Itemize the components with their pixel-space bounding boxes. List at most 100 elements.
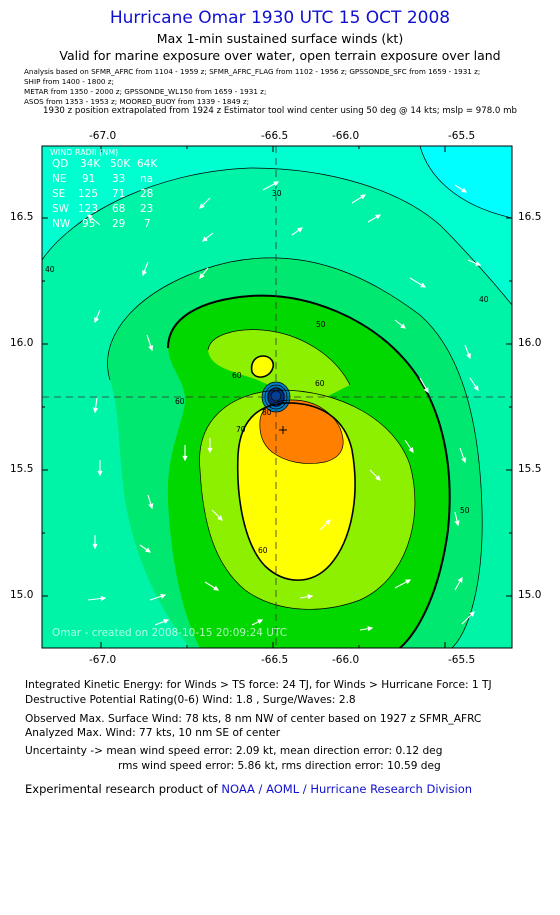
wind-radii-cell: 29 bbox=[112, 218, 125, 230]
y-tick-label-left: 16.5 bbox=[10, 211, 34, 223]
wind-radii-cell: 33 bbox=[112, 173, 125, 185]
wind-radii-cell: 125 bbox=[78, 188, 98, 200]
analysis-sources-line: METAR from 1350 - 2000 z; GPSSONDE_WL150… bbox=[24, 87, 267, 96]
wind-vector-arrowhead bbox=[213, 585, 220, 591]
analysis-sources-line: SHIP from 1400 - 1800 z; bbox=[24, 77, 114, 86]
contour-value-labels: 30 40 40 50 60 60 60 70 50 60 80 bbox=[45, 189, 489, 555]
contour-label: 70 bbox=[236, 425, 246, 434]
wind-vector-arrowhead bbox=[217, 515, 223, 521]
wind-radii-cell: 95 bbox=[82, 218, 95, 230]
wind-band-north-eyewall bbox=[251, 356, 274, 378]
position-note: 1930 z position extrapolated from 1924 z… bbox=[43, 106, 517, 116]
y-tick-label-left: 16.0 bbox=[10, 337, 34, 349]
max-wind-marker bbox=[279, 426, 287, 434]
map-subtitle: Max 1-min sustained surface winds (kt) bbox=[156, 31, 404, 46]
y-tick-label-right: 16.5 bbox=[518, 211, 542, 223]
wind-vector-arrowhead bbox=[375, 214, 382, 220]
wind-radii-cell: na bbox=[140, 173, 153, 185]
page-title: Hurricane Omar 1930 UTC 15 OCT 2008 bbox=[109, 8, 451, 28]
wind-vector-arrowhead bbox=[475, 260, 482, 266]
wind-band-60kt-inner bbox=[208, 329, 350, 400]
wind-radii-title: WIND RADII (NM) bbox=[50, 148, 118, 157]
ike-summary: Integrated Kinetic Energy: for Winds > T… bbox=[25, 679, 492, 691]
wind-vector-arrowhead bbox=[420, 282, 427, 288]
x-tick-label-top: -66.0 bbox=[332, 130, 360, 142]
contour-lines bbox=[42, 146, 512, 648]
axis-ticks bbox=[42, 146, 512, 648]
wind-vector-arrowhead bbox=[145, 547, 152, 553]
plot-frame bbox=[41, 145, 513, 649]
uncertainty-line-1: Uncertainty -> mean wind speed error: 2.… bbox=[25, 745, 443, 757]
contour-label: 40 bbox=[479, 295, 489, 304]
destructive-potential-rating: Destructive Potential Rating(0-6) Wind: … bbox=[25, 694, 356, 706]
wind-vector-arrowhead bbox=[92, 543, 98, 550]
creation-watermark: Omar - created on 2008-10-15 20:09:24 UT… bbox=[52, 627, 287, 639]
x-tick-label-bottom: -67.0 bbox=[89, 654, 117, 666]
wind-vector-arrowhead bbox=[297, 227, 304, 233]
wind-vector-arrowhead bbox=[163, 619, 170, 624]
wind-vector-arrowhead bbox=[87, 214, 93, 220]
wind-vectors bbox=[87, 181, 482, 632]
contour-label: 80 bbox=[262, 408, 272, 417]
x-tick-label-top: -66.5 bbox=[261, 130, 289, 142]
x-tick-label-bottom: -66.5 bbox=[261, 654, 289, 666]
wind-radii-table: WIND RADII (NM) QD 34K 50K 64K NE 91 33 … bbox=[50, 148, 158, 230]
wind-vector-arrowhead bbox=[199, 203, 205, 209]
wind-vector-arrowhead bbox=[360, 194, 367, 200]
wind-vector-arrowhead bbox=[469, 611, 475, 617]
wind-radii-header-qd: QD bbox=[52, 158, 68, 170]
wind-vector-arrowhead bbox=[97, 470, 103, 477]
wind-vector-arrowhead bbox=[92, 407, 99, 414]
wind-vector-arrowhead bbox=[405, 579, 412, 585]
product-credit-prefix: Experimental research product of bbox=[25, 782, 222, 796]
wind-vector-arrowhead bbox=[273, 181, 280, 187]
wind-radii-cell: 71 bbox=[112, 188, 125, 200]
y-tick-label-right: 15.5 bbox=[518, 463, 542, 475]
wind-radii-header-64k: 64K bbox=[137, 158, 158, 170]
validity-note: Valid for marine exposure over water, op… bbox=[59, 48, 501, 63]
wind-vector-arrowhead bbox=[199, 273, 205, 279]
wind-radii-header-50k: 50K bbox=[110, 158, 131, 170]
analyzed-max-wind: Analyzed Max. Wind: 77 kts, 10 nm SE of … bbox=[25, 727, 281, 739]
contour-label: 30 bbox=[272, 189, 282, 198]
contour-label: 60 bbox=[315, 379, 325, 388]
wind-vector-arrowhead bbox=[466, 353, 471, 360]
contour-label: 60 bbox=[175, 397, 185, 406]
product-credit: Experimental research product of NOAA / … bbox=[25, 782, 472, 796]
wind-vector-arrowhead bbox=[473, 385, 479, 392]
wind-vector-arrowhead bbox=[367, 626, 374, 632]
hrd-link[interactable]: NOAA / AOML / Hurricane Research Divisio… bbox=[221, 782, 473, 796]
wind-vector-arrowhead bbox=[461, 187, 468, 193]
wind-radii-cell: 7 bbox=[144, 218, 151, 230]
wind-vector-arrowhead bbox=[207, 447, 213, 454]
wind-radii-row-label: SW bbox=[52, 203, 70, 215]
wind-vector-arrowhead bbox=[454, 520, 460, 527]
wind-radii-row-label: NE bbox=[52, 173, 67, 185]
uncertainty-line-2: rms wind speed error: 5.86 kt, rms direc… bbox=[118, 760, 441, 772]
wind-vector-arrowhead bbox=[148, 345, 154, 352]
wind-radii-row-label: SE bbox=[52, 188, 65, 200]
wind-vector-arrowhead bbox=[423, 387, 429, 394]
x-tick-label-bottom: -66.0 bbox=[332, 654, 360, 666]
wind-radii-cell: 23 bbox=[140, 203, 153, 215]
wind-radii-cell: 28 bbox=[140, 188, 153, 200]
contour-label: 60 bbox=[258, 546, 268, 555]
contour-label: 40 bbox=[45, 265, 55, 274]
wind-vector-arrowhead bbox=[375, 475, 381, 481]
wind-radii-row-label: NW bbox=[52, 218, 71, 230]
wind-vector-arrowhead bbox=[160, 593, 167, 599]
wind-vector-arrowhead bbox=[457, 576, 463, 583]
wind-vector-arrowhead bbox=[94, 317, 100, 324]
wind-vector-arrowhead bbox=[307, 594, 314, 600]
y-tick-label-right: 15.0 bbox=[518, 589, 542, 601]
x-tick-label-top: -65.5 bbox=[448, 130, 476, 142]
x-tick-label-top: -67.0 bbox=[89, 130, 117, 142]
y-tick-label-right: 16.0 bbox=[518, 337, 542, 349]
contour-label: 50 bbox=[316, 320, 326, 329]
observed-max-wind: Observed Max. Surface Wind: 78 kts, 8 nm… bbox=[25, 713, 482, 725]
analysis-sources-line: Analysis based on SFMR_AFRC from 1104 - … bbox=[24, 67, 481, 76]
contour-label: 60 bbox=[232, 371, 242, 380]
wind-vector-arrowhead bbox=[257, 619, 264, 625]
wind-vector-arrowhead bbox=[202, 236, 208, 242]
